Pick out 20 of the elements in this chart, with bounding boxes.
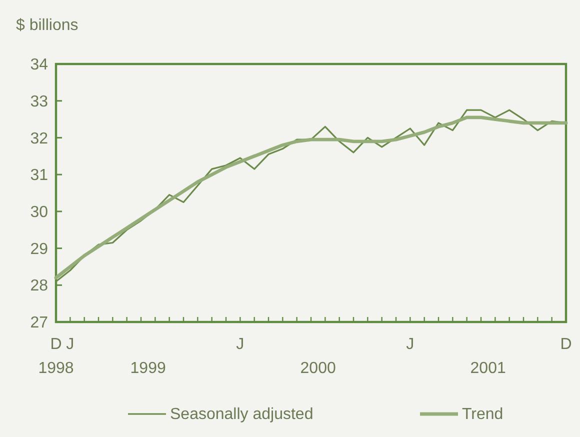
y-tick-label: 31 [30, 167, 48, 184]
y-tick-label: 28 [30, 278, 48, 295]
x-tick-label: D [50, 336, 62, 353]
legend-label: Trend [462, 406, 504, 423]
text: 2000 [300, 360, 336, 377]
y-tick-label: 29 [30, 240, 48, 258]
legend-label: Seasonally adjusted [170, 406, 314, 423]
x-tick-label: J [236, 336, 244, 353]
y-tick-label: 30 [30, 204, 48, 222]
x-tick-label: D [560, 336, 572, 353]
y-tick-label: 33 [30, 93, 48, 110]
y-tick-label: 34 [30, 56, 48, 74]
y-tick-label: 32 [30, 130, 48, 148]
text: 1999 [130, 360, 166, 377]
text: 1998 [38, 360, 74, 377]
x-tick-label: J [66, 336, 74, 353]
x-tick-label: J [406, 336, 414, 353]
text: 2001 [470, 360, 506, 377]
y-axis-title: $ billions [16, 17, 78, 34]
y-tick-label: 27 [30, 314, 48, 332]
